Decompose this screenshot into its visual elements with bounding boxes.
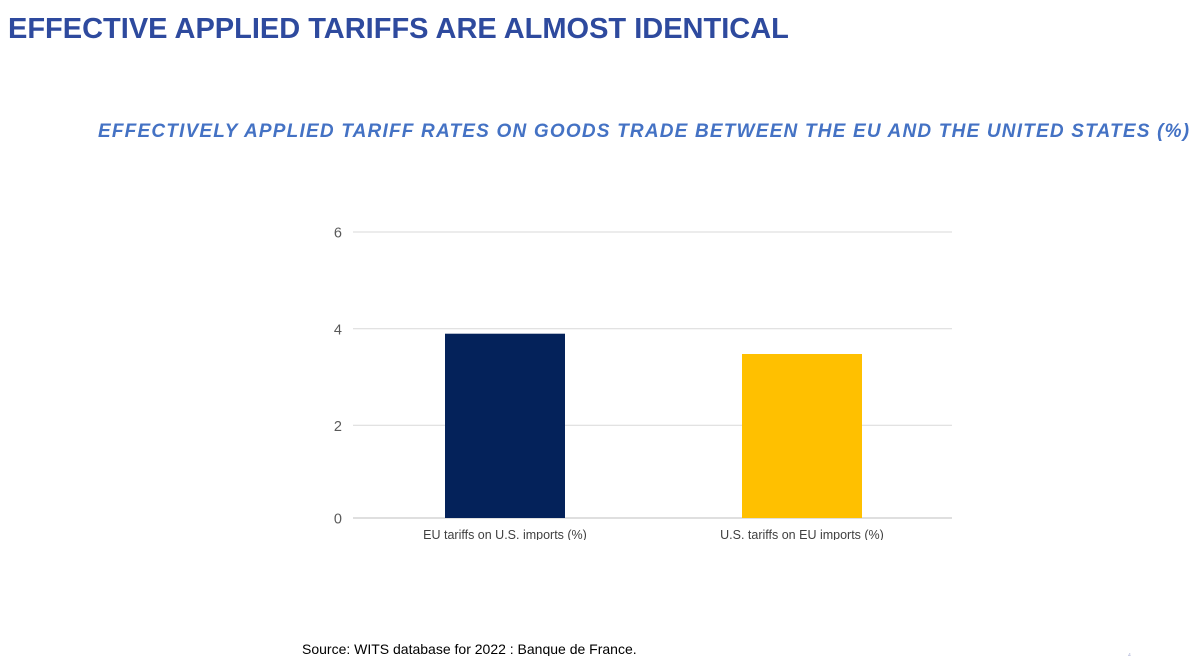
- svg-text:2: 2: [334, 419, 342, 435]
- svg-text:6: 6: [334, 226, 342, 242]
- svg-text:4: 4: [334, 322, 342, 338]
- svg-text:U.S. tariffs on EU imports (%): U.S. tariffs on EU imports (%): [720, 528, 884, 540]
- svg-text:0: 0: [334, 512, 342, 528]
- svg-text:EU tariffs on U.S. imports (%): EU tariffs on U.S. imports (%): [423, 528, 587, 540]
